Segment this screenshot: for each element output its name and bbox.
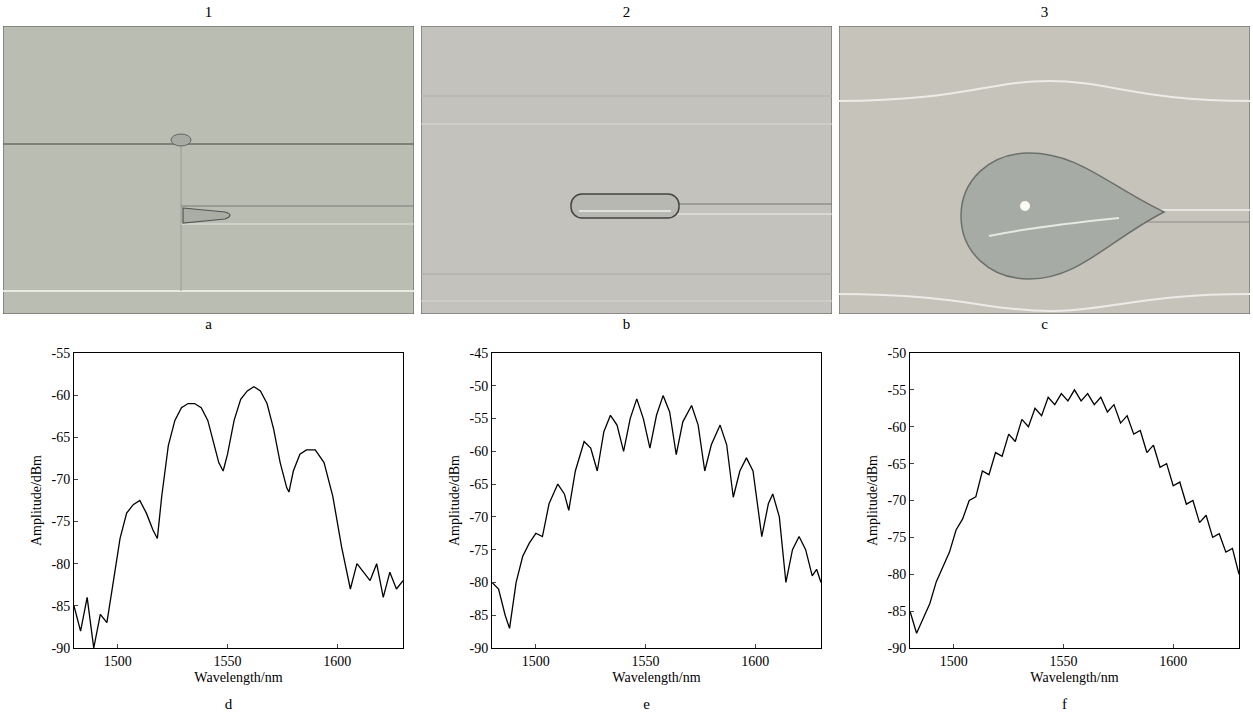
svg-text:-75: -75 bbox=[888, 530, 907, 545]
html-text:3: 3 bbox=[1040, 4, 1049, 20]
svg-text:Amplitude/dBm: Amplitude/dBm bbox=[447, 455, 462, 546]
svg-text:1550: 1550 bbox=[214, 654, 242, 669]
svg-text:-60: -60 bbox=[52, 388, 71, 403]
svg-text:-55: -55 bbox=[52, 346, 71, 361]
svg-text:-55: -55 bbox=[888, 383, 907, 398]
svg-text:-70: -70 bbox=[52, 472, 71, 487]
svg-text:-70: -70 bbox=[888, 493, 907, 508]
svg-text:Wavelength/nm: Wavelength/nm bbox=[612, 670, 700, 685]
svg-text:-85: -85 bbox=[52, 599, 71, 614]
svg-text:-60: -60 bbox=[470, 444, 489, 459]
svg-text:-65: -65 bbox=[52, 430, 71, 445]
svg-text:1600: 1600 bbox=[741, 654, 769, 669]
html-text:b: b bbox=[622, 316, 631, 332]
html-text:d: d bbox=[224, 696, 233, 712]
svg-text:-85: -85 bbox=[888, 604, 907, 619]
svg-text:Amplitude/dBm: Amplitude/dBm bbox=[865, 455, 880, 546]
svg-text:1500: 1500 bbox=[940, 654, 968, 669]
svg-text:Amplitude/dBm: Amplitude/dBm bbox=[29, 455, 44, 546]
svg-text:-55: -55 bbox=[470, 411, 489, 426]
svg-text:-90: -90 bbox=[888, 641, 907, 656]
html-text:e: e bbox=[643, 696, 650, 712]
svg-text:1550: 1550 bbox=[1050, 654, 1078, 669]
html-text:c: c bbox=[1041, 316, 1048, 332]
svg-text:-65: -65 bbox=[888, 457, 907, 472]
svg-text:-50: -50 bbox=[888, 346, 907, 361]
svg-text:-85: -85 bbox=[470, 608, 489, 623]
svg-text:-60: -60 bbox=[888, 420, 907, 435]
html-text:f: f bbox=[1062, 696, 1067, 712]
svg-text:-45: -45 bbox=[470, 346, 489, 361]
html-text:a: a bbox=[205, 316, 212, 332]
svg-text:1600: 1600 bbox=[1159, 654, 1187, 669]
svg-text:1600: 1600 bbox=[323, 654, 351, 669]
svg-text:-70: -70 bbox=[470, 510, 489, 525]
svg-text:Wavelength/nm: Wavelength/nm bbox=[1030, 670, 1118, 685]
svg-text:-90: -90 bbox=[52, 641, 71, 656]
svg-text:-75: -75 bbox=[470, 543, 489, 558]
svg-text:-65: -65 bbox=[470, 477, 489, 492]
html-text:2: 2 bbox=[622, 4, 631, 20]
html-text:1: 1 bbox=[204, 4, 213, 20]
svg-text:-90: -90 bbox=[470, 641, 489, 656]
svg-text:-80: -80 bbox=[52, 557, 71, 572]
svg-text:1500: 1500 bbox=[522, 654, 550, 669]
svg-text:-75: -75 bbox=[52, 514, 71, 529]
svg-text:Wavelength/nm: Wavelength/nm bbox=[194, 670, 282, 685]
svg-text:-50: -50 bbox=[470, 379, 489, 394]
svg-text:-80: -80 bbox=[888, 567, 907, 582]
svg-text:1550: 1550 bbox=[632, 654, 660, 669]
svg-text:1500: 1500 bbox=[104, 654, 132, 669]
svg-text:-80: -80 bbox=[470, 575, 489, 590]
